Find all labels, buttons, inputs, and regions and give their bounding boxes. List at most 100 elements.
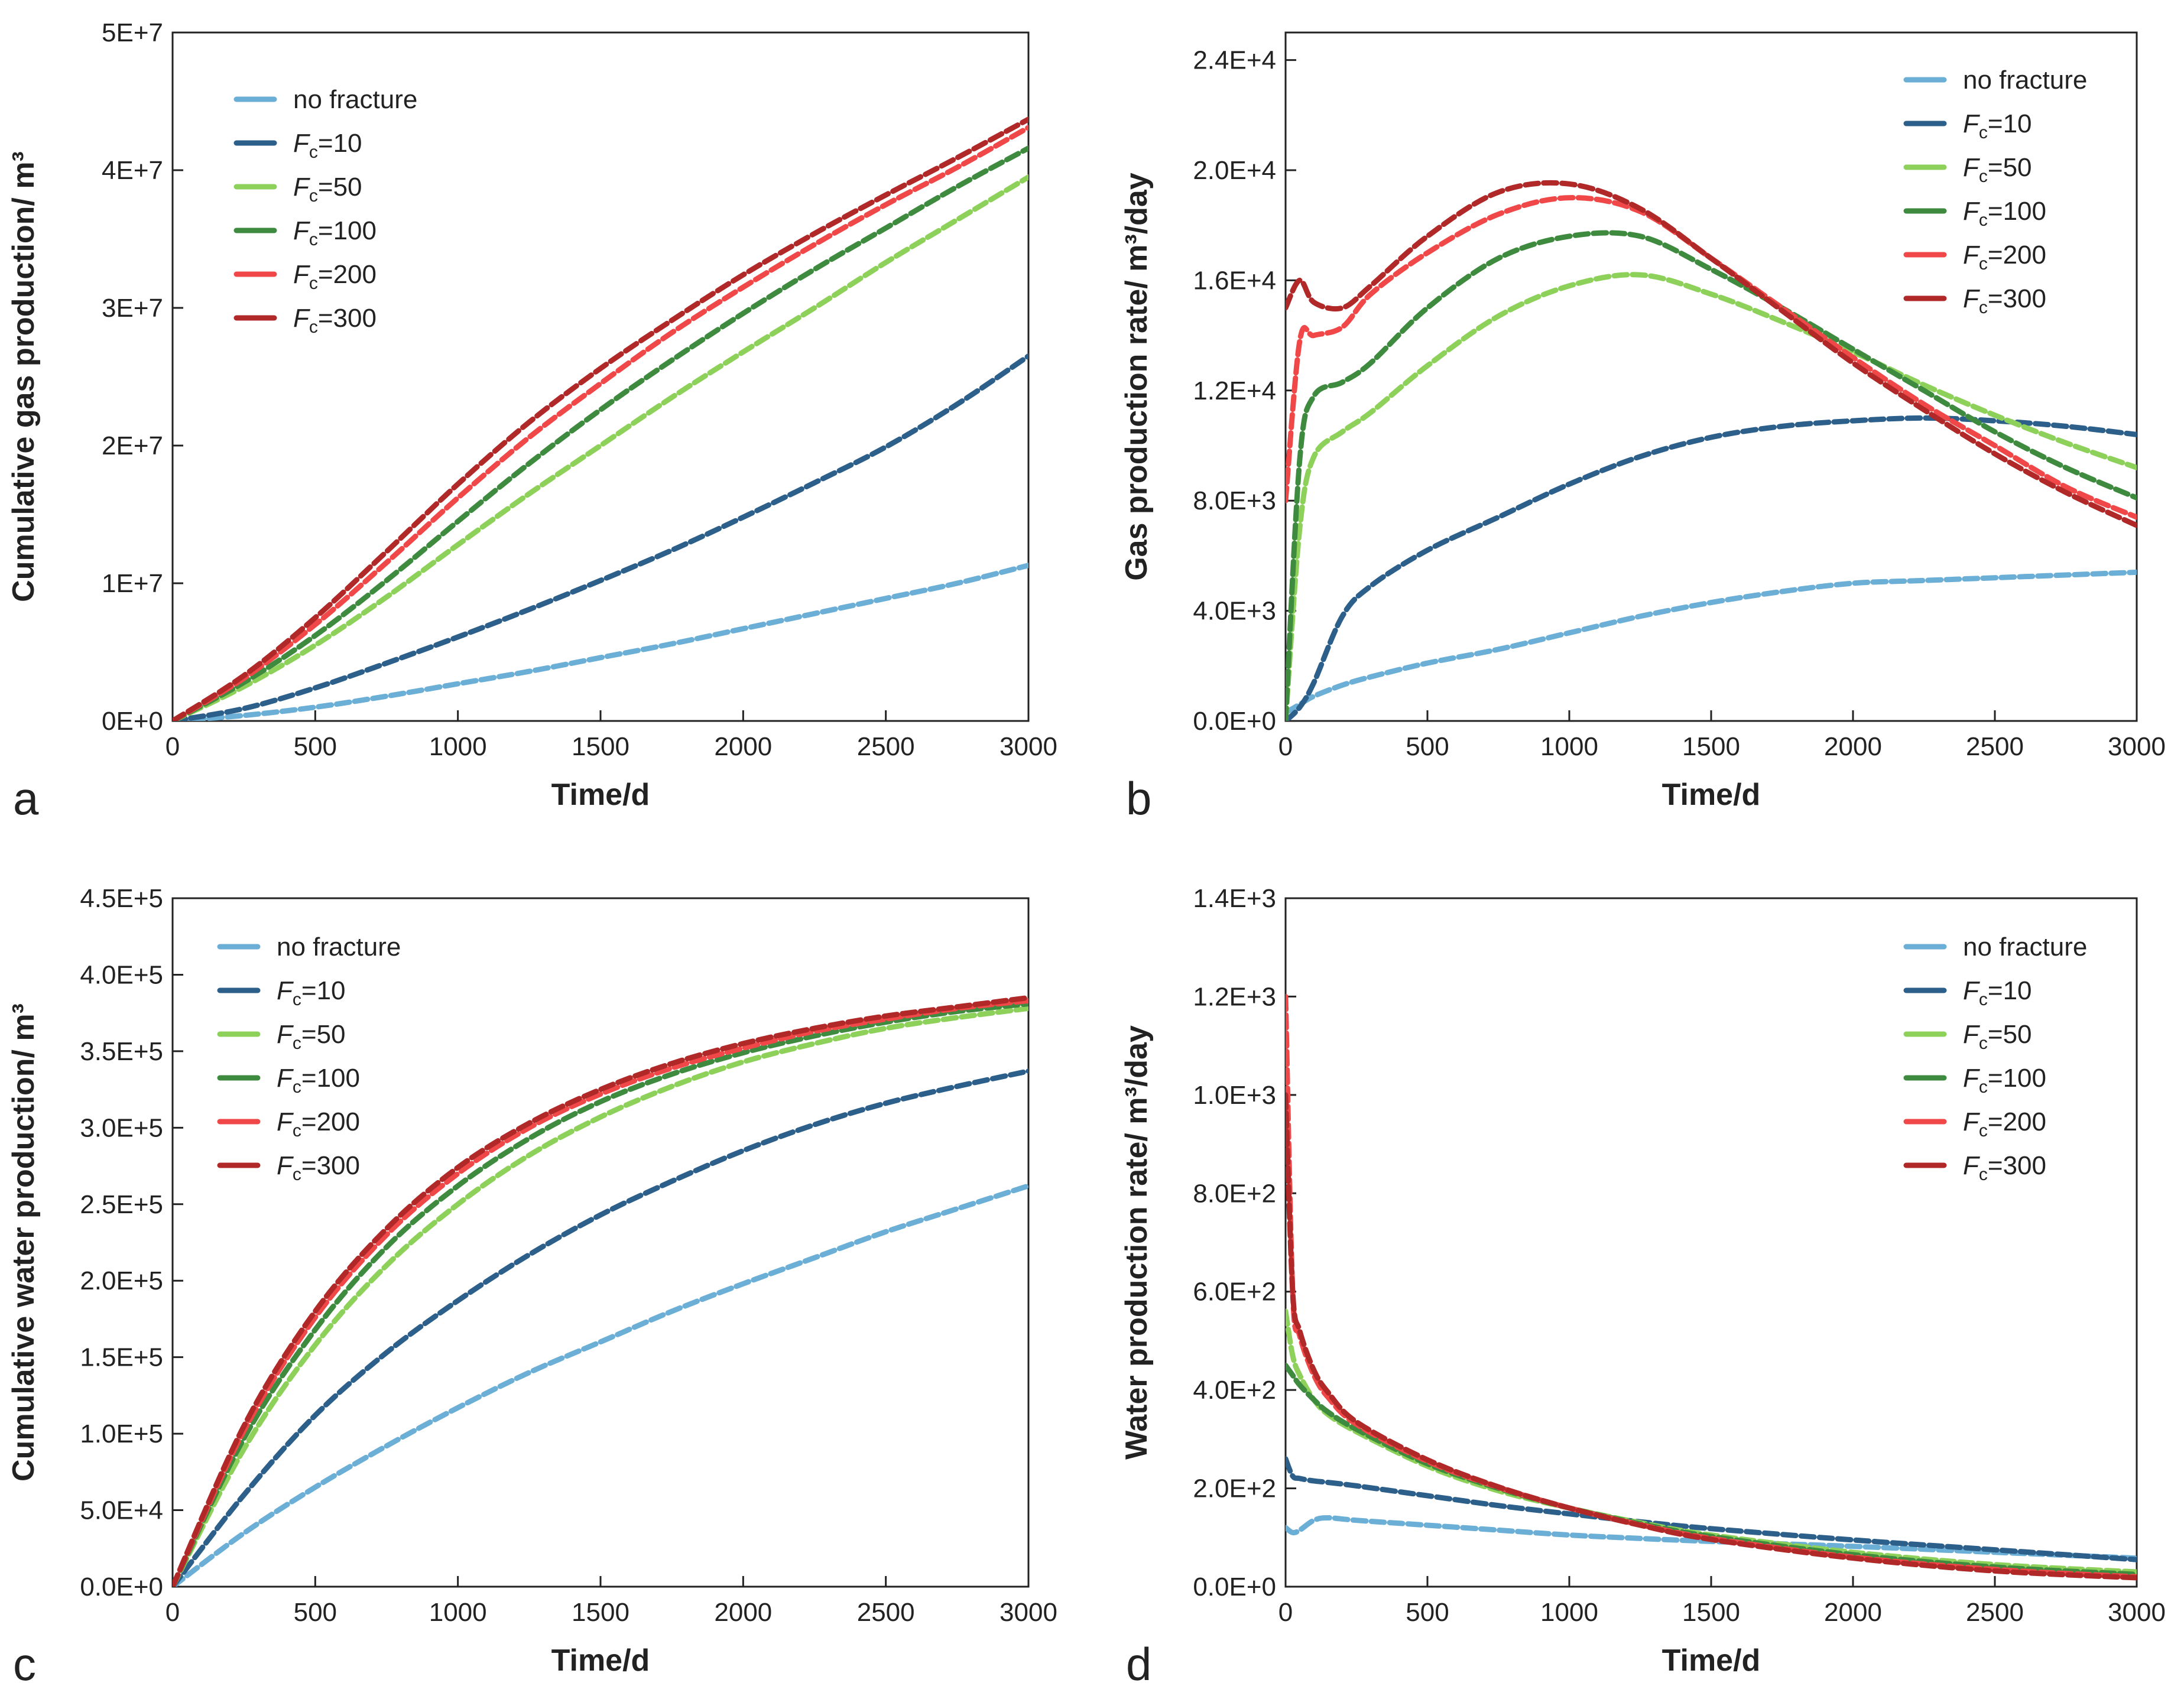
y-axis-title: Gas production rate/ m³/day	[1119, 173, 1154, 581]
legend-label: Fc=100	[293, 216, 377, 249]
x-tick-label: 500	[294, 1598, 337, 1627]
series-line-fc-300	[173, 116, 1028, 721]
y-axis-title: Water production rate/ m³/day	[1119, 1025, 1154, 1460]
x-tick-label: 1500	[1682, 732, 1740, 761]
x-tick-label: 2000	[714, 1598, 772, 1627]
x-tick-label: 1000	[429, 732, 487, 761]
y-tick-label: 5.0E+4	[80, 1496, 163, 1525]
legend-label: Fc=50	[1963, 1020, 2032, 1053]
x-axis-title: Time/d	[551, 778, 650, 812]
x-tick-label: 3000	[2108, 1598, 2166, 1627]
series-line-fc-200	[1286, 195, 2137, 520]
series-line-fc-50	[173, 174, 1028, 721]
y-tick-label: 1.2E+4	[1193, 376, 1276, 405]
x-tick-label: 3000	[999, 732, 1057, 761]
legend: no fracture Fc=10 Fc=50 Fc=100 Fc=200 Fc=300	[1903, 933, 2087, 1184]
y-tick-label: 4.0E+3	[1193, 597, 1276, 626]
x-tick-label: 500	[294, 732, 337, 761]
series-line-fc-100	[173, 1001, 1028, 1587]
series-line-no-fracture	[1286, 569, 2137, 716]
y-tick-label: 4E+7	[102, 156, 163, 185]
series-line-no-fracture	[173, 1183, 1028, 1587]
series-line-fc-100	[1286, 230, 2137, 721]
y-tick-label: 0E+0	[102, 707, 163, 736]
y-tick-label: 1.0E+3	[1193, 1081, 1276, 1110]
y-tick-label: 2.5E+5	[80, 1190, 163, 1219]
y-tick-label: 1E+7	[102, 569, 163, 598]
y-tick-label: 1.4E+3	[1193, 884, 1276, 913]
legend: no fracture Fc=10 Fc=50 Fc=100 Fc=200 Fc=300	[233, 85, 417, 337]
y-tick-label: 8.0E+2	[1193, 1179, 1276, 1208]
legend-label: Fc=10	[277, 976, 346, 1009]
series-line-fc-300	[1286, 1092, 2137, 1581]
y-tick-label: 4.5E+5	[80, 884, 163, 913]
x-tick-label: 3000	[999, 1598, 1057, 1627]
y-tick-label: 1.5E+5	[80, 1343, 163, 1372]
x-tick-label: 1000	[429, 1598, 487, 1627]
x-tick-label: 2000	[1824, 732, 1882, 761]
y-tick-label: 3E+7	[102, 294, 163, 323]
x-tick-label: 3000	[2108, 732, 2166, 761]
panel-letter: a	[13, 772, 39, 824]
series-line-fc-50	[1286, 1308, 2137, 1575]
x-tick-label: 500	[1406, 1598, 1449, 1627]
legend-label: no fracture	[277, 933, 401, 961]
x-tick-label: 2500	[857, 732, 915, 761]
series-line-fc-200	[173, 125, 1028, 721]
series-group	[173, 116, 1028, 721]
y-tick-label: 1.0E+5	[80, 1419, 163, 1448]
legend-label: Fc=300	[277, 1151, 360, 1184]
legend-label: no fracture	[1963, 933, 2087, 961]
y-axis-title: Cumulative gas production/ m³	[7, 151, 41, 602]
y-tick-label: 8.0E+3	[1193, 486, 1276, 515]
legend-label: Fc=100	[1963, 1064, 2046, 1097]
series-group	[173, 995, 1028, 1587]
panel-letter: d	[1126, 1638, 1151, 1690]
y-tick-label: 2.4E+4	[1193, 46, 1276, 75]
series-line-fc-100	[173, 145, 1028, 721]
legend-label: no fracture	[1963, 66, 2087, 95]
x-tick-label: 500	[1406, 732, 1449, 761]
series-line-fc-50	[173, 1005, 1028, 1587]
legend-label: Fc=50	[293, 173, 362, 206]
y-tick-label: 6.0E+2	[1193, 1278, 1276, 1307]
legend-label: Fc=10	[293, 129, 362, 162]
series-line-no-fracture	[1286, 1515, 2137, 1561]
y-tick-label: 0.0E+0	[80, 1572, 163, 1601]
series-line-fc-300	[173, 995, 1028, 1587]
legend-label: Fc=100	[1963, 197, 2046, 230]
panel-letter: c	[13, 1638, 36, 1690]
legend-label: Fc=50	[277, 1020, 346, 1053]
legend-label: Fc=200	[1963, 241, 2046, 274]
legend-label: Fc=300	[1963, 284, 2046, 317]
x-tick-label: 1500	[572, 1598, 629, 1627]
legend-label: Fc=200	[1963, 1107, 2046, 1141]
chart-panel-c: 0 500 1000 1500 2000 2500 3000 0.0E+0 5.0E+4 1.0E…	[7, 884, 1057, 1690]
y-tick-label: 2.0E+5	[80, 1266, 163, 1295]
y-tick-label: 3.5E+5	[80, 1037, 163, 1066]
series-line-fc-300	[1286, 180, 2137, 528]
x-tick-label: 1500	[1682, 1598, 1740, 1627]
x-tick-label: 0	[1278, 732, 1293, 761]
y-tick-label: 4.0E+5	[80, 960, 163, 989]
y-tick-label: 3.0E+5	[80, 1113, 163, 1142]
y-tick-label: 2.0E+2	[1193, 1474, 1276, 1503]
series-line-fc-200	[173, 998, 1028, 1587]
panel-letter: b	[1126, 772, 1151, 824]
x-tick-label: 2000	[714, 732, 772, 761]
legend-label: Fc=200	[293, 260, 377, 293]
series-group	[1286, 993, 2137, 1581]
x-tick-label: 1500	[572, 732, 629, 761]
legend: no fracture Fc=10 Fc=50 Fc=100 Fc=200 Fc=300	[1903, 66, 2087, 317]
legend-label: Fc=50	[1963, 153, 2032, 186]
y-tick-label: 2.0E+4	[1193, 156, 1276, 185]
series-line-fc-10	[1286, 415, 2137, 721]
y-tick-label: 2E+7	[102, 431, 163, 460]
x-tick-label: 2500	[1966, 732, 2024, 761]
x-tick-label: 0	[1278, 1598, 1293, 1627]
series-line-fc-50	[1286, 272, 2137, 721]
x-tick-label: 1000	[1540, 732, 1598, 761]
chart-panel-a: 0 500 1000 1500 2000 2500 3000 0E+0 1E+7 2E+7 3E+7…	[7, 18, 1057, 824]
y-axis-title: Cumulative water production/ m³	[7, 1003, 41, 1481]
